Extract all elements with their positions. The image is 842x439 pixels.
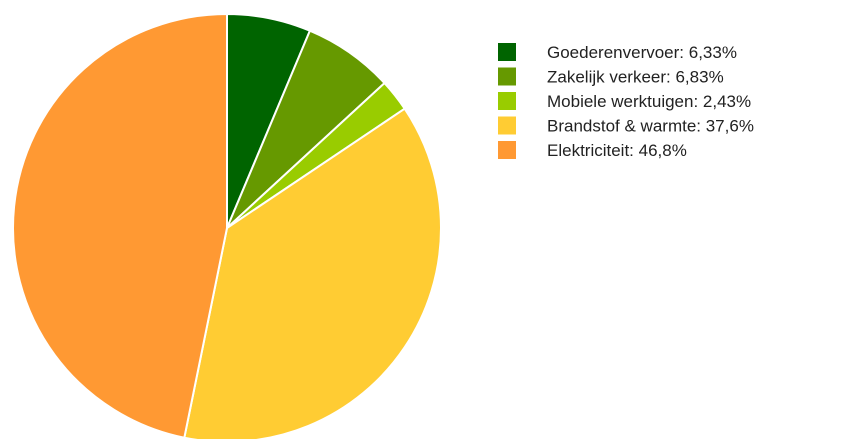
legend-swatch: [498, 141, 516, 159]
legend-item-elektriciteit: Elektriciteit: 46,8%: [498, 141, 687, 160]
legend-label: Brandstof & warmte: 37,6%: [547, 117, 754, 136]
legend-swatch: [498, 67, 516, 86]
legend-item-goederenvervoer: Goederenvervoer: 6,33%: [498, 43, 737, 62]
pie-slice-elektriciteit: [12, 13, 228, 439]
legend-label: Elektriciteit: 46,8%: [547, 141, 687, 160]
legend-swatch: [498, 92, 516, 110]
pie-slice-brandstof-and-warmte: [183, 107, 442, 439]
legend-label: Mobiele werktuigen: 2,43%: [547, 92, 751, 111]
legend-swatch: [498, 43, 516, 61]
legend-label: Zakelijk verkeer: 6,83%: [547, 68, 724, 87]
legend-swatch: [498, 116, 516, 135]
legend-item-zakelijk-verkeer: Zakelijk verkeer: 6,83%: [498, 67, 724, 87]
legend-item-mobiele-werktuigen: Mobiele werktuigen: 2,43%: [498, 92, 751, 111]
pie-slices: [12, 13, 442, 439]
legend: Goederenvervoer: 6,33% Zakelijk verkeer: …: [498, 43, 754, 160]
legend-item-brandstof-and-warmte: Brandstof & warmte: 37,6%: [498, 116, 754, 136]
legend-label: Goederenvervoer: 6,33%: [547, 43, 737, 62]
